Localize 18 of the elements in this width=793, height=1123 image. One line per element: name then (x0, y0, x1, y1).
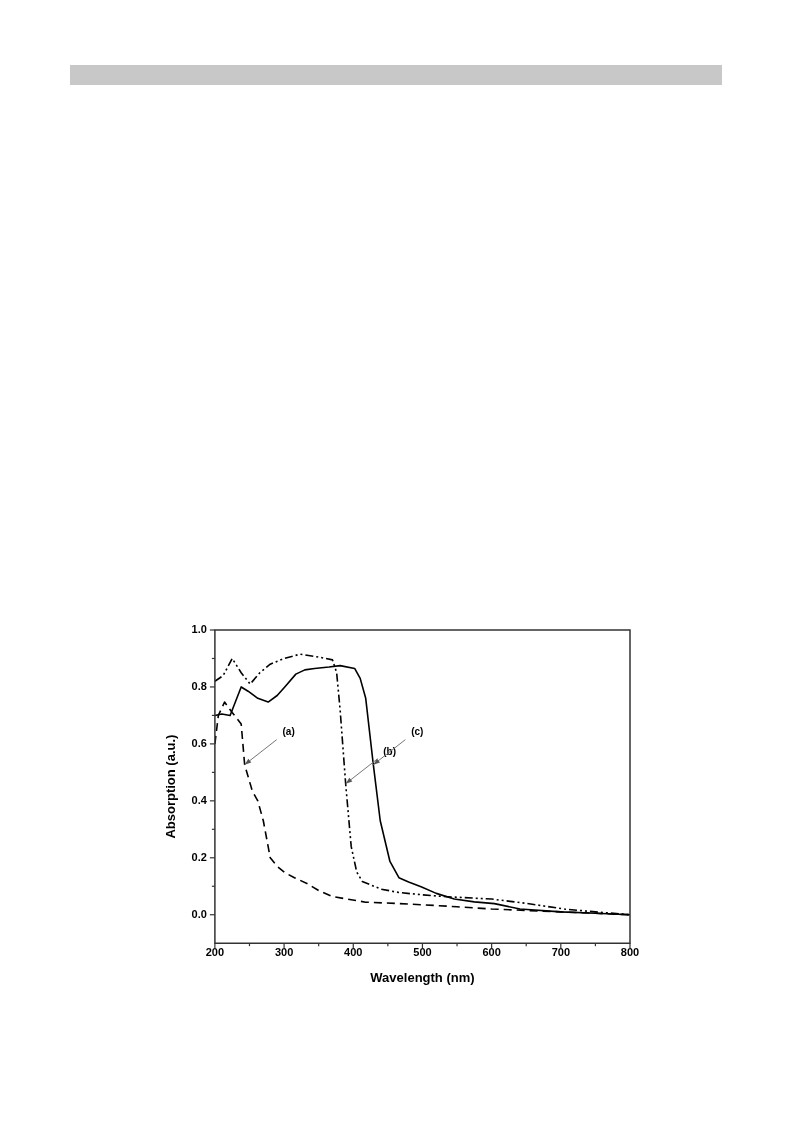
annotation: (a) (282, 726, 295, 738)
y-tick-label: 0.0 (191, 907, 207, 920)
x-tick-label: 400 (344, 945, 363, 958)
annotation: (c) (411, 726, 424, 738)
y-tick-label: 0.4 (191, 793, 208, 806)
x-tick-label: 600 (482, 945, 501, 958)
y-tick-label: 0.8 (191, 679, 207, 692)
x-tick-label: 300 (274, 945, 294, 958)
y-tick-label: 0.6 (191, 736, 207, 749)
x-tick-label: 200 (205, 945, 225, 958)
annotation: (b) (383, 745, 397, 757)
y-axis-title: Absorption (a.u.) (163, 734, 179, 839)
x-tick-label: 500 (413, 945, 432, 958)
x-tick-label: 700 (551, 945, 570, 958)
x-axis-title: Wavelength (nm) (370, 969, 475, 985)
y-tick-label: 0.2 (191, 850, 207, 863)
x-tick-label: 800 (620, 945, 640, 958)
y-tick-label: 1.0 (191, 623, 207, 636)
